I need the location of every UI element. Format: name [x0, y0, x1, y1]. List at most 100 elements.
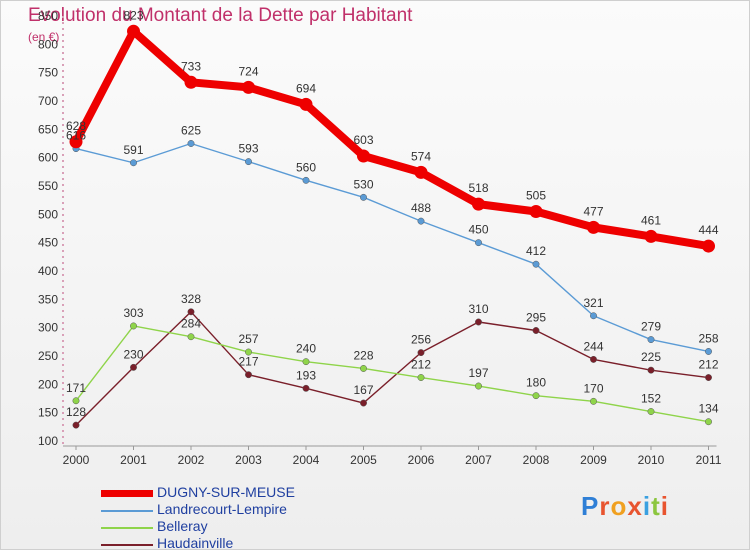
data-label: 603	[353, 133, 373, 147]
data-label: 505	[526, 189, 546, 203]
legend-swatch	[101, 527, 153, 529]
data-point	[302, 176, 310, 184]
data-point	[472, 197, 485, 211]
x-tick-label: 2002	[178, 453, 205, 467]
data-point	[130, 363, 137, 371]
y-tick-label: 200	[38, 377, 58, 391]
data-point	[647, 408, 655, 415]
data-label: 295	[526, 311, 546, 325]
x-tick-label: 2005	[350, 453, 377, 467]
data-point	[242, 80, 255, 94]
data-label: 257	[238, 332, 258, 346]
data-label: 212	[698, 358, 718, 372]
y-tick-label: 400	[38, 264, 58, 278]
data-label: 530	[353, 177, 373, 191]
data-point	[532, 327, 540, 334]
data-point	[590, 355, 597, 363]
data-label: 230	[123, 347, 143, 361]
data-label: 694	[296, 81, 316, 95]
data-point	[360, 399, 367, 407]
data-point	[357, 149, 370, 163]
data-point	[475, 239, 482, 247]
data-point	[245, 371, 252, 379]
x-tick-label: 2001	[120, 453, 147, 467]
data-point	[702, 239, 715, 253]
x-tick-label: 2007	[465, 453, 492, 467]
data-label: 477	[583, 204, 603, 218]
series-line-belleray	[75, 325, 710, 423]
data-label: 328	[181, 292, 201, 306]
data-label: 128	[66, 405, 86, 419]
x-tick-label: 2011	[696, 453, 722, 467]
data-point	[130, 322, 137, 330]
x-tick-label: 2004	[293, 453, 320, 467]
x-tick-label: 2010	[638, 453, 665, 467]
data-label: 591	[123, 143, 143, 157]
data-label: 628	[66, 119, 86, 133]
y-tick-label: 300	[38, 321, 58, 335]
data-point	[69, 135, 83, 149]
data-point	[532, 392, 540, 400]
x-tick-label: 2006	[408, 453, 435, 467]
data-point	[587, 220, 600, 234]
data-point	[644, 229, 658, 243]
data-point	[705, 418, 712, 426]
legend-label: Landrecourt-Lempire	[157, 501, 287, 517]
y-tick-label: 850	[38, 9, 58, 23]
data-label: 256	[411, 333, 431, 347]
legend-label: DUGNY-SUR-MEUSE	[157, 484, 295, 500]
data-label: 321	[583, 296, 603, 310]
legend-label: Haudainville	[157, 535, 234, 551]
data-point	[590, 312, 597, 320]
data-point	[187, 308, 195, 316]
proxiti-logo: Proxiti	[581, 491, 669, 521]
y-tick-label: 550	[38, 179, 58, 193]
data-label: 258	[698, 331, 718, 345]
series-line-landrecourt-lempire	[75, 142, 710, 353]
legend-swatch	[101, 490, 153, 497]
legend-swatch	[101, 544, 153, 546]
data-label: 450	[468, 223, 488, 237]
data-point	[245, 158, 252, 166]
y-tick-label: 250	[38, 349, 58, 363]
y-tick-label: 500	[38, 207, 58, 221]
data-label: 574	[411, 149, 431, 163]
data-label: 170	[583, 381, 603, 395]
chart-unit-label: (en €)	[28, 30, 60, 44]
data-point	[475, 318, 482, 326]
data-label: 193	[296, 368, 316, 382]
y-tick-label: 800	[38, 37, 58, 51]
legend-swatch	[101, 510, 153, 512]
y-tick-label: 450	[38, 236, 58, 250]
data-label: 217	[238, 355, 258, 369]
series-line-dugny-sur-meuse	[72, 27, 713, 251]
data-label: 197	[468, 366, 488, 380]
data-label: 244	[583, 339, 603, 353]
data-label: 152	[641, 392, 661, 406]
data-label: 593	[238, 142, 258, 156]
data-label: 444	[698, 223, 718, 237]
data-label: 212	[411, 358, 431, 372]
data-point	[245, 348, 252, 356]
data-label: 240	[296, 342, 316, 356]
data-label: 134	[698, 402, 718, 416]
data-point	[705, 348, 712, 355]
x-tick-label: 2000	[63, 453, 90, 467]
data-point	[130, 159, 137, 167]
y-tick-label: 750	[38, 66, 58, 80]
data-point	[647, 336, 655, 344]
x-tick-label: 2009	[580, 453, 607, 467]
data-label: 733	[181, 59, 201, 73]
data-point	[414, 165, 428, 179]
data-point	[529, 205, 543, 218]
data-label: 228	[353, 348, 373, 362]
data-point	[360, 193, 367, 201]
data-label: 412	[526, 244, 546, 258]
data-point	[417, 374, 425, 381]
data-point	[72, 397, 80, 405]
data-label: 284	[181, 317, 201, 331]
data-point	[299, 97, 313, 111]
chart-title: Evolution du Montant de la Dette par Hab…	[28, 5, 413, 26]
legend-label: Belleray	[157, 518, 208, 534]
